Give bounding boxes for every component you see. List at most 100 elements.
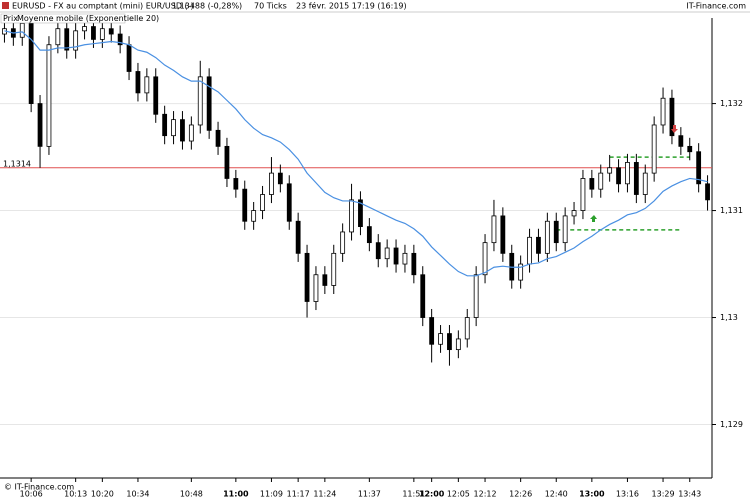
candle-body — [571, 210, 577, 217]
candle-body — [598, 172, 604, 190]
candle-body — [411, 252, 417, 276]
candle-body — [473, 274, 479, 318]
candle-body — [616, 167, 621, 185]
x-tick-label: 12:12 — [474, 490, 497, 499]
candle-body — [420, 274, 426, 318]
candle-body — [144, 76, 150, 94]
x-tick-label: 12:05 — [447, 490, 470, 499]
candle-body — [82, 26, 87, 32]
candle-body — [340, 231, 346, 254]
x-tick-label: 10:13 — [64, 490, 87, 499]
legend-entry: Moyenne mobile (Exponentielle 20) — [17, 14, 159, 23]
candle-body — [491, 215, 497, 244]
candle-body — [607, 167, 613, 174]
header-quote: 1,13488 (-0,28%) — [172, 2, 242, 11]
candle-body — [242, 188, 248, 222]
header-title: EURUSD - FX au comptant (mini) EUR/USD (… — [12, 2, 194, 11]
candle-body — [73, 30, 79, 51]
candle-body — [153, 76, 159, 115]
x-tick-label: 10:48 — [180, 490, 203, 499]
candle-body — [438, 333, 443, 345]
candle-body — [19, 22, 25, 38]
candle-body — [304, 252, 310, 302]
candle-body — [64, 28, 70, 51]
reference-label: 1,1314 — [3, 159, 31, 168]
candle-body — [37, 103, 43, 147]
candle-body — [429, 317, 435, 345]
candle-body — [277, 172, 283, 185]
candle-body — [562, 215, 568, 244]
candle-body — [589, 178, 595, 190]
candle-body — [28, 22, 34, 104]
candle-body — [455, 338, 461, 351]
candle-body — [696, 151, 702, 185]
candle-body — [669, 97, 675, 137]
copyright: © IT-Finance.com — [4, 483, 74, 492]
candle-body — [224, 145, 230, 179]
candle-body — [117, 33, 123, 46]
x-tick-label: 13:29 — [652, 490, 675, 499]
candle-body — [500, 215, 506, 254]
candle-body — [135, 71, 141, 94]
candle-body — [313, 274, 319, 302]
candle-body — [358, 199, 363, 228]
candle-body — [402, 252, 408, 265]
x-tick-label: 13:43 — [678, 490, 701, 499]
candle-body — [518, 263, 524, 281]
candle-body — [99, 28, 105, 40]
candle-body — [660, 97, 666, 126]
candle-body — [46, 44, 52, 147]
candle-body — [625, 162, 630, 185]
candle-body — [286, 183, 292, 222]
candle-body — [366, 226, 372, 244]
candle-body — [349, 199, 354, 233]
x-tick-label: 11:00 — [223, 490, 249, 499]
candle-body — [580, 178, 586, 211]
x-tick-label: 10:34 — [126, 490, 149, 499]
x-tick-label: 10:06 — [20, 490, 43, 499]
candle-body — [197, 76, 203, 126]
candle-body — [544, 220, 550, 254]
legend-entry: Prix — [3, 14, 18, 23]
candle-body — [705, 183, 710, 201]
candle-body — [269, 172, 274, 195]
candle-body — [678, 135, 684, 147]
candle-body — [393, 247, 399, 265]
y-tick-label: 1,129 — [720, 420, 743, 429]
candle-body — [171, 119, 176, 137]
candle-body — [447, 333, 452, 351]
candle-body — [55, 28, 61, 46]
candle-body — [482, 242, 488, 276]
candle-body — [553, 220, 559, 244]
candle-body — [687, 145, 693, 153]
candle-body — [651, 124, 657, 174]
candle-body — [251, 210, 257, 222]
symbol-icon — [2, 2, 9, 9]
x-tick-label: 13:16 — [616, 490, 639, 499]
x-tick-label: 11:24 — [313, 490, 336, 499]
legend-box — [0, 13, 126, 24]
candle-body — [206, 76, 212, 131]
candle-body — [322, 274, 328, 286]
candle-body — [464, 317, 470, 340]
candle-body — [215, 129, 221, 147]
candle-body — [180, 119, 185, 142]
candle-body — [633, 162, 639, 195]
y-tick-label: 1,131 — [720, 206, 743, 215]
candle-body — [642, 172, 648, 195]
sell-arrow — [671, 125, 678, 133]
x-tick-label: 10:20 — [91, 490, 114, 499]
header-interval: 70 Ticks — [254, 2, 287, 11]
x-tick-label: 12:26 — [509, 490, 532, 499]
candle-body — [260, 194, 265, 211]
candle-body — [126, 44, 132, 72]
x-tick-label: 11:37 — [358, 490, 381, 499]
candle-body — [375, 242, 381, 260]
buy-arrow — [590, 215, 597, 222]
x-tick-label: 13:00 — [579, 490, 605, 499]
candle-body — [384, 247, 390, 260]
candle-body — [295, 220, 301, 254]
candle-body — [331, 252, 337, 286]
